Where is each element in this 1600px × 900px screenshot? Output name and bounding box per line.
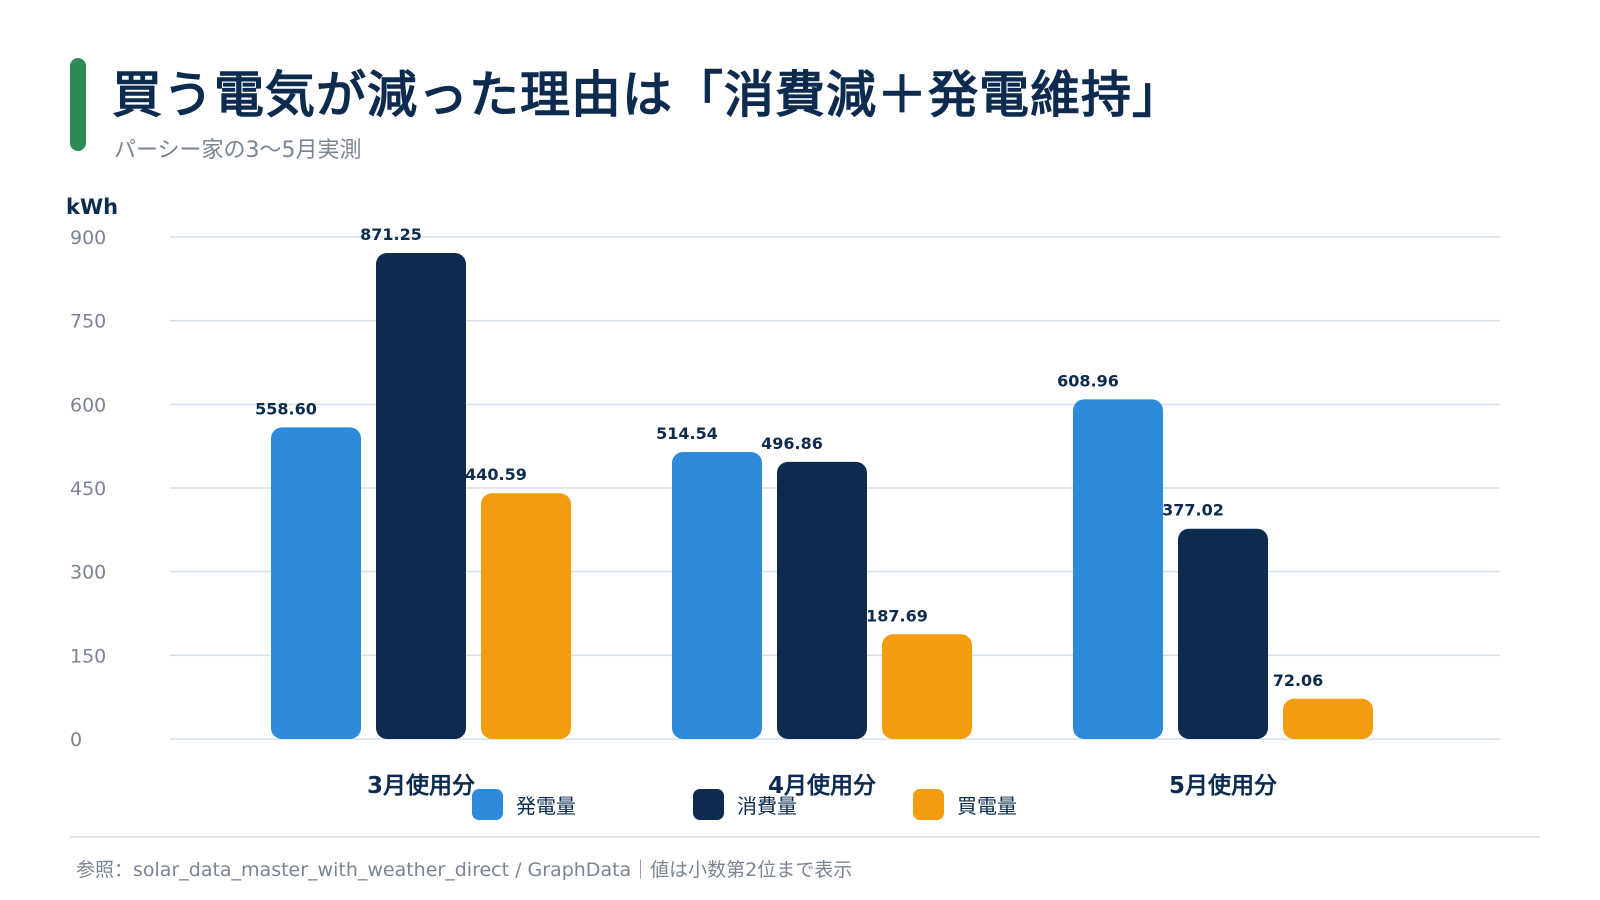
bar-3-2 <box>882 634 972 739</box>
bar-1-1 <box>271 427 361 739</box>
data-label: 608.96 <box>1057 371 1119 390</box>
bar-2-3 <box>1178 528 1268 739</box>
footer-divider <box>70 836 1540 838</box>
legend-label: 発電量 <box>516 794 576 818</box>
title-accent-bar <box>70 58 86 151</box>
footer-source-note: 参照：solar_data_master_with_weather_direct… <box>76 859 853 881</box>
legend: 発電量 消費量 買電量 <box>472 789 1017 820</box>
data-label: 871.25 <box>360 225 422 244</box>
bar-3-1 <box>481 493 571 739</box>
y-tick-label: 150 <box>70 645 106 667</box>
legend-swatch <box>693 789 724 820</box>
data-label: 377.02 <box>1162 501 1224 520</box>
page-subtitle: パーシー家の3〜5月実測 <box>114 138 362 163</box>
data-label: 514.54 <box>656 424 718 443</box>
y-tick-labels: 0 150 300 450 600 750 900 <box>70 227 106 751</box>
y-tick-label: 900 <box>70 227 106 249</box>
data-label: 440.59 <box>465 465 527 484</box>
y-axis-unit-label: kWh <box>66 195 119 219</box>
bar-2-2 <box>777 461 867 739</box>
data-label: 72.06 <box>1273 671 1324 690</box>
y-tick-label: 300 <box>70 562 106 584</box>
y-tick-label: 750 <box>70 311 106 333</box>
category-label: 4月使用分 <box>768 773 876 799</box>
bar-1-2 <box>672 452 762 739</box>
category-label: 3月使用分 <box>367 773 475 799</box>
data-label: 558.60 <box>255 399 317 418</box>
bar-2-1 <box>376 253 466 739</box>
legend-swatch <box>913 789 944 820</box>
y-tick-label: 0 <box>70 729 82 751</box>
bars <box>271 253 1373 739</box>
y-tick-label: 450 <box>70 478 106 500</box>
bar-3-3 <box>1283 698 1373 739</box>
y-tick-label: 600 <box>70 394 106 416</box>
bar-chart: 0 150 300 450 600 750 900 558.60 871.25 440.59 51… <box>70 225 1500 820</box>
legend-label: 買電量 <box>957 794 1017 818</box>
legend-label: 消費量 <box>737 794 797 818</box>
category-label: 5月使用分 <box>1169 773 1277 799</box>
data-label: 187.69 <box>866 606 928 625</box>
bar-1-3 <box>1073 399 1163 739</box>
category-labels: 3月使用分 4月使用分 5月使用分 <box>367 773 1277 799</box>
page-title: 買う電気が減った理由は「消費減＋発電維持」 <box>112 66 1183 124</box>
data-labels: 558.60 871.25 440.59 514.54 496.86 187.69 608.… <box>255 225 1323 690</box>
data-label: 496.86 <box>761 434 823 453</box>
legend-swatch <box>472 789 503 820</box>
